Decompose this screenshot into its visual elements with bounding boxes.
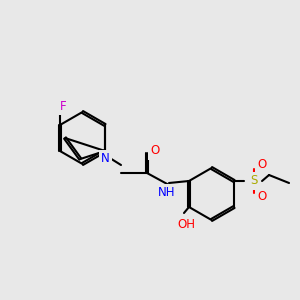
Text: OH: OH — [177, 218, 195, 232]
Text: N: N — [100, 152, 109, 166]
Text: O: O — [257, 190, 267, 203]
Text: O: O — [257, 158, 267, 172]
Text: F: F — [60, 100, 66, 113]
Text: S: S — [250, 175, 258, 188]
Text: O: O — [150, 145, 160, 158]
Text: NH: NH — [158, 187, 176, 200]
